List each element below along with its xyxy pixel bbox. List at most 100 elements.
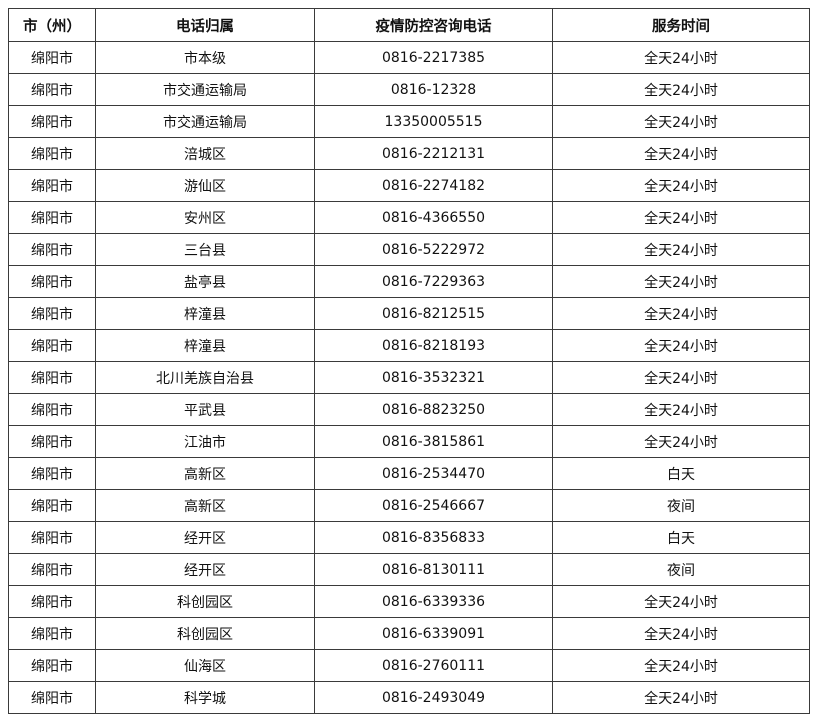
table-row: 绵阳市 江油市 0816-3815861 全天24小时 [8,425,810,458]
affiliation-cell: 科创园区 [95,617,315,650]
table-row: 绵阳市 市交通运输局 13350005515 全天24小时 [8,105,810,138]
city-cell: 绵阳市 [8,489,96,522]
hotline-table: 市（州） 电话归属 疫情防控咨询电话 服务时间 绵阳市 市本级 0816-22173… [8,8,810,714]
city-cell: 绵阳市 [8,553,96,586]
service-time-cell: 全天24小时 [552,617,810,650]
affiliation-cell: 安州区 [95,201,315,234]
affiliation-cell: 经开区 [95,553,315,586]
affiliation-cell: 市交通运输局 [95,105,315,138]
phone-cell: 0816-2217385 [314,41,553,74]
city-cell: 绵阳市 [8,73,96,106]
table-row: 绵阳市 安州区 0816-4366550 全天24小时 [8,201,810,234]
table-row: 绵阳市 市本级 0816-2217385 全天24小时 [8,41,810,74]
table-row: 绵阳市 三台县 0816-5222972 全天24小时 [8,233,810,266]
phone-cell: 0816-7229363 [314,265,553,298]
service-time-cell: 全天24小时 [552,425,810,458]
service-time-cell: 全天24小时 [552,681,810,714]
service-time-cell: 全天24小时 [552,105,810,138]
service-time-cell: 全天24小时 [552,137,810,170]
city-cell: 绵阳市 [8,457,96,490]
service-time-cell: 白天 [552,521,810,554]
affiliation-cell: 三台县 [95,233,315,266]
table-row: 绵阳市 游仙区 0816-2274182 全天24小时 [8,169,810,202]
affiliation-cell: 北川羌族自治县 [95,361,315,394]
city-cell: 绵阳市 [8,201,96,234]
city-cell: 绵阳市 [8,233,96,266]
city-cell: 绵阳市 [8,521,96,554]
service-time-cell: 全天24小时 [552,169,810,202]
city-cell: 绵阳市 [8,137,96,170]
service-time-cell: 全天24小时 [552,297,810,330]
city-cell: 绵阳市 [8,297,96,330]
city-cell: 绵阳市 [8,617,96,650]
city-cell: 绵阳市 [8,585,96,618]
service-time-cell: 全天24小时 [552,73,810,106]
city-cell: 绵阳市 [8,105,96,138]
affiliation-cell: 江油市 [95,425,315,458]
affiliation-cell: 市本级 [95,41,315,74]
affiliation-cell: 市交通运输局 [95,73,315,106]
service-time-cell: 白天 [552,457,810,490]
service-time-cell: 全天24小时 [552,649,810,682]
table-row: 绵阳市 涪城区 0816-2212131 全天24小时 [8,137,810,170]
affiliation-cell: 梓潼县 [95,329,315,362]
phone-cell: 0816-8356833 [314,521,553,554]
phone-cell: 0816-6339091 [314,617,553,650]
phone-cell: 0816-8823250 [314,393,553,426]
affiliation-cell: 高新区 [95,489,315,522]
table-row: 绵阳市 经开区 0816-8356833 白天 [8,521,810,554]
city-cell: 绵阳市 [8,169,96,202]
header-city: 市（州） [8,8,96,42]
service-time-cell: 全天24小时 [552,585,810,618]
table-row: 绵阳市 科创园区 0816-6339091 全天24小时 [8,617,810,650]
phone-cell: 0816-2760111 [314,649,553,682]
phone-cell: 0816-2534470 [314,457,553,490]
affiliation-cell: 游仙区 [95,169,315,202]
city-cell: 绵阳市 [8,649,96,682]
header-phone: 疫情防控咨询电话 [314,8,553,42]
table-row: 绵阳市 北川羌族自治县 0816-3532321 全天24小时 [8,361,810,394]
service-time-cell: 全天24小时 [552,201,810,234]
city-cell: 绵阳市 [8,361,96,394]
affiliation-cell: 平武县 [95,393,315,426]
header-service-time: 服务时间 [552,8,810,42]
header-row: 市（州） 电话归属 疫情防控咨询电话 服务时间 [8,8,810,42]
affiliation-cell: 梓潼县 [95,297,315,330]
phone-cell: 0816-3532321 [314,361,553,394]
phone-cell: 0816-8130111 [314,553,553,586]
service-time-cell: 夜间 [552,489,810,522]
service-time-cell: 全天24小时 [552,265,810,298]
table-row: 绵阳市 梓潼县 0816-8218193 全天24小时 [8,329,810,362]
affiliation-cell: 仙海区 [95,649,315,682]
table-row: 绵阳市 科学城 0816-2493049 全天24小时 [8,681,810,714]
city-cell: 绵阳市 [8,265,96,298]
affiliation-cell: 盐亭县 [95,265,315,298]
service-time-cell: 全天24小时 [552,41,810,74]
table-row: 绵阳市 科创园区 0816-6339336 全天24小时 [8,585,810,618]
table-row: 绵阳市 盐亭县 0816-7229363 全天24小时 [8,265,810,298]
affiliation-cell: 涪城区 [95,137,315,170]
table-row: 绵阳市 经开区 0816-8130111 夜间 [8,553,810,586]
affiliation-cell: 科创园区 [95,585,315,618]
city-cell: 绵阳市 [8,393,96,426]
phone-cell: 0816-6339336 [314,585,553,618]
phone-cell: 0816-2274182 [314,169,553,202]
phone-cell: 13350005515 [314,105,553,138]
service-time-cell: 全天24小时 [552,361,810,394]
phone-cell: 0816-2212131 [314,137,553,170]
affiliation-cell: 高新区 [95,457,315,490]
header-affiliation: 电话归属 [95,8,315,42]
phone-cell: 0816-8212515 [314,297,553,330]
phone-cell: 0816-2546667 [314,489,553,522]
phone-cell: 0816-5222972 [314,233,553,266]
table-row: 绵阳市 仙海区 0816-2760111 全天24小时 [8,649,810,682]
city-cell: 绵阳市 [8,329,96,362]
service-time-cell: 全天24小时 [552,393,810,426]
phone-cell: 0816-2493049 [314,681,553,714]
affiliation-cell: 科学城 [95,681,315,714]
table-row: 绵阳市 平武县 0816-8823250 全天24小时 [8,393,810,426]
table-row: 绵阳市 高新区 0816-2546667 夜间 [8,489,810,522]
city-cell: 绵阳市 [8,681,96,714]
phone-cell: 0816-3815861 [314,425,553,458]
affiliation-cell: 经开区 [95,521,315,554]
